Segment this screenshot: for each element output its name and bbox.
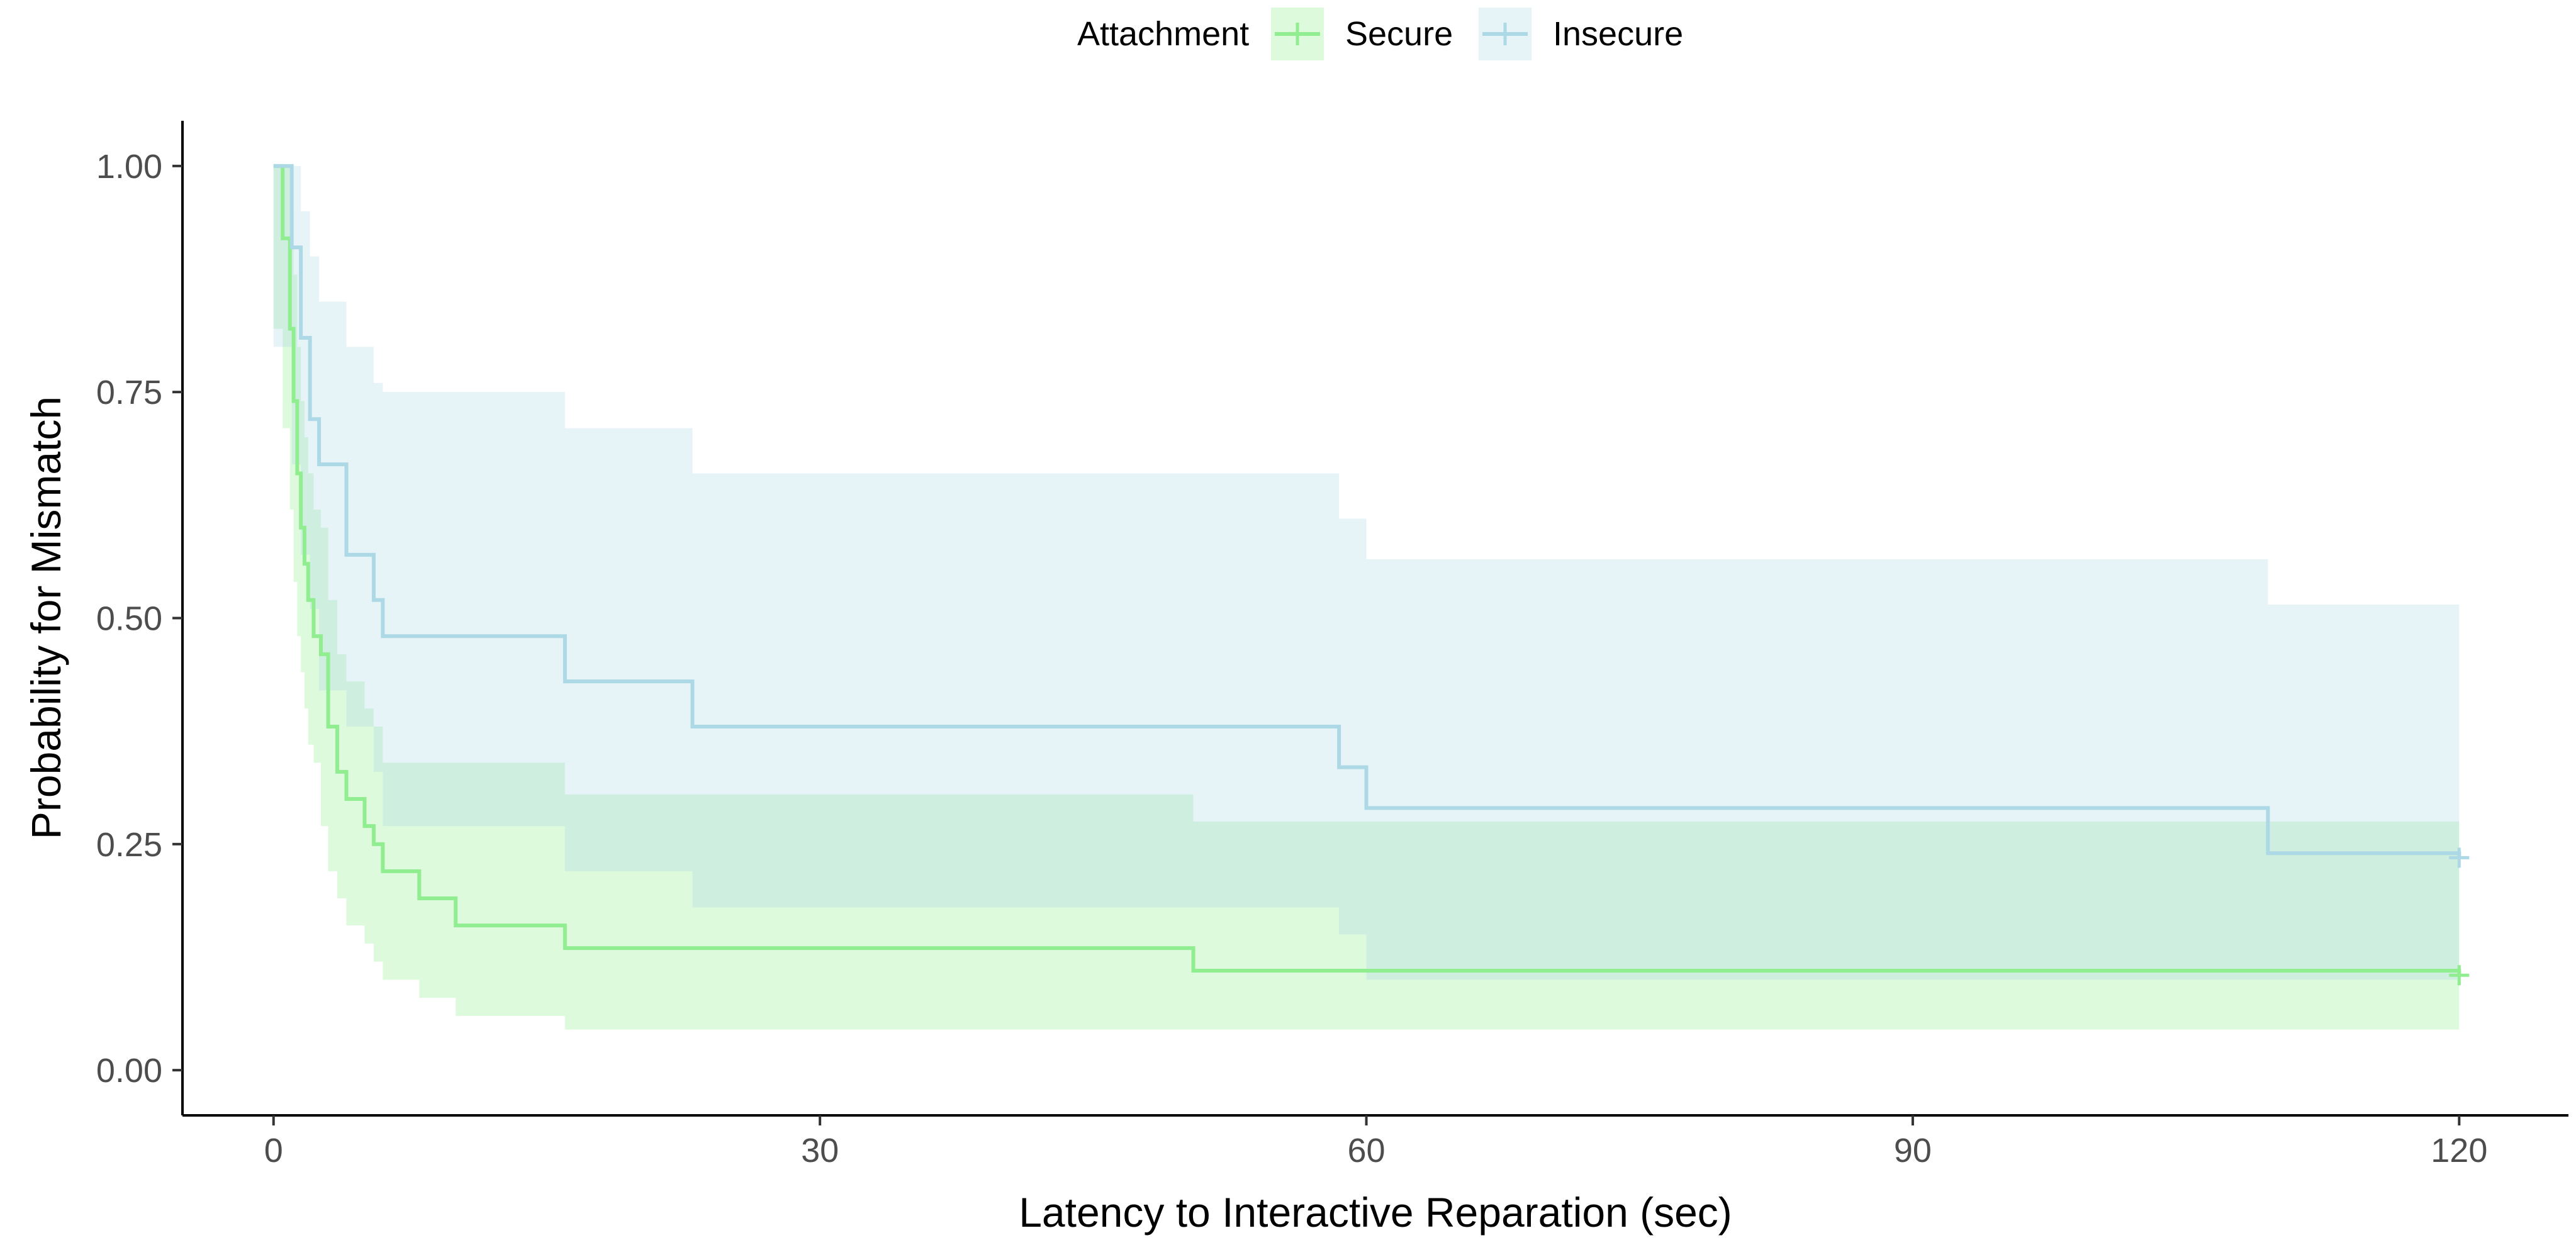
x-tick-label: 120 [2431,1132,2487,1169]
legend-entries: Secure Insecure [1271,8,1683,60]
legend-label-insecure: Insecure [1553,15,1683,53]
legend-title: Attachment [1077,15,1249,53]
x-ticks: 0 30 60 90 120 [264,1115,2487,1169]
secure-confidence-band [273,165,2460,1030]
x-tick-label: 60 [1347,1132,1385,1169]
y-tick-label: 1.00 [96,148,162,186]
y-tick-label: 0.25 [96,826,162,864]
confidence-bands [273,165,2460,1030]
insecure-censor-mark [2449,847,2470,868]
survival-curves [273,164,2461,976]
x-tick-label: 90 [1894,1132,1932,1169]
legend: Attachment Secure Insecure [1077,8,1683,60]
y-ticks: 0.00 0.25 0.50 0.75 1.00 [96,148,182,1090]
y-tick-label: 0.00 [96,1052,162,1090]
censor-marks [2449,847,2470,986]
axes: 0 30 60 90 120 0.00 0.25 0.50 0.75 1.00 [96,121,2568,1169]
secure-censor-mark [2449,965,2470,986]
insecure-confidence-band [273,165,2460,980]
legend-label-secure: Secure [1345,15,1453,53]
y-tick-label: 0.50 [96,600,162,638]
y-tick-label: 0.75 [96,374,162,411]
x-tick-label: 30 [801,1132,839,1169]
secure-survival-curve [273,164,2461,976]
y-axis-title: Probability for Mismatch [23,396,69,839]
x-axis-title: Latency to Interactive Reparation (sec) [1019,1189,1732,1236]
legend-entry-secure: Secure [1271,8,1453,60]
insecure-survival-curve [273,164,2461,858]
legend-entry-insecure: Insecure [1479,8,1683,60]
x-tick-label: 0 [264,1132,283,1169]
